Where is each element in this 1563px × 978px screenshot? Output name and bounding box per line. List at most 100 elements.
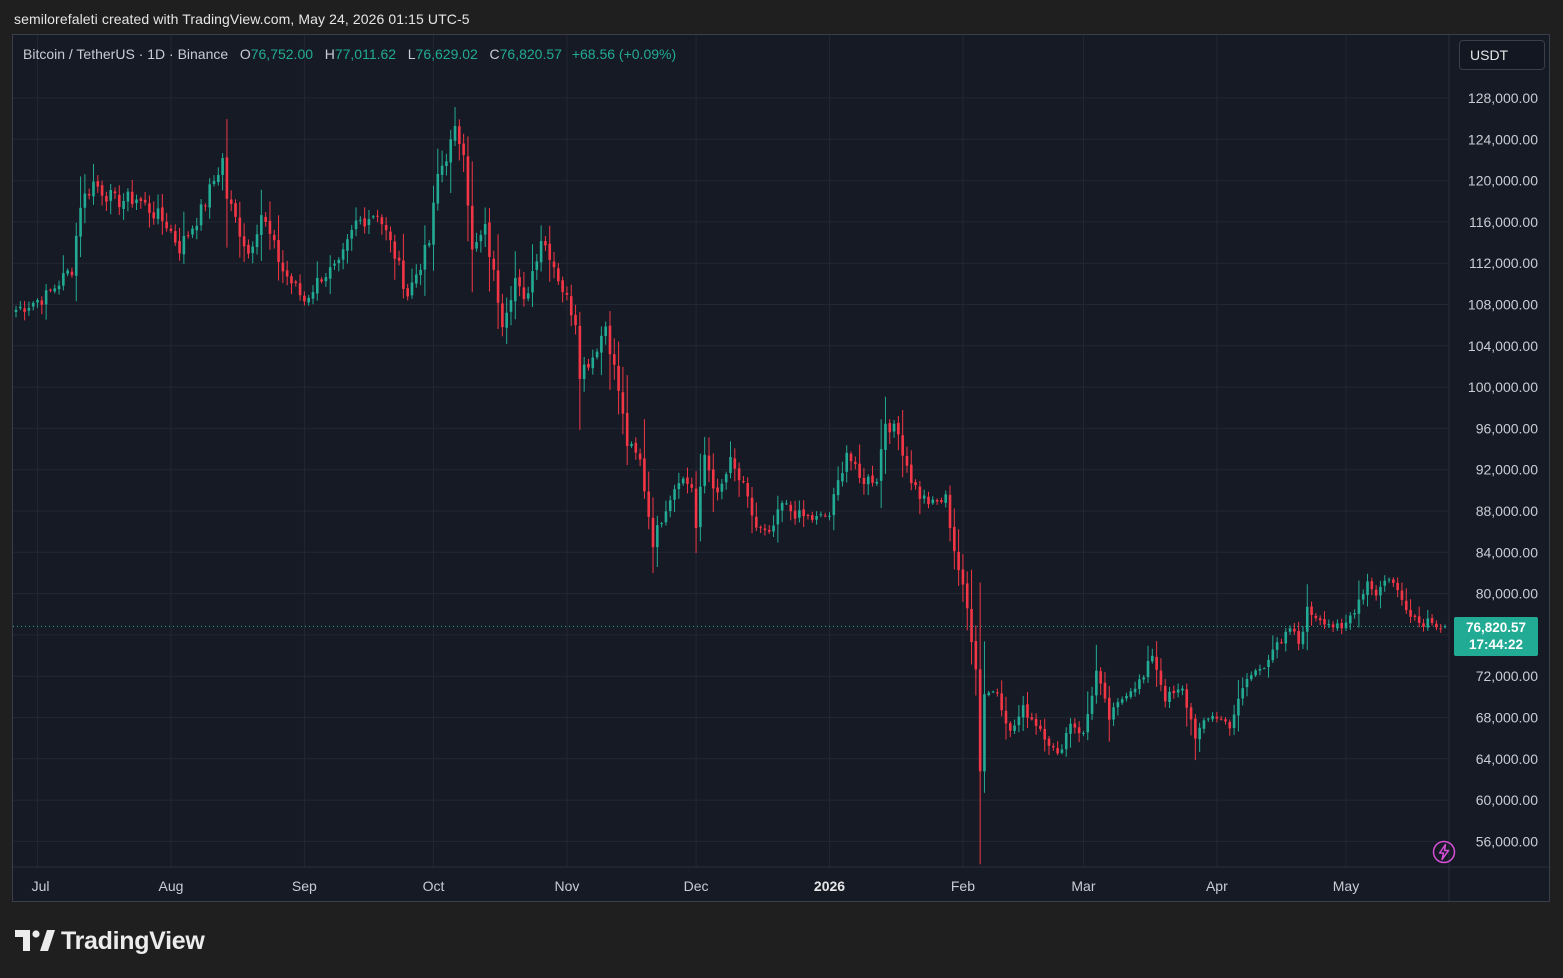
candle-down <box>238 201 242 258</box>
candle-up <box>531 244 534 308</box>
candle-down <box>1043 718 1047 752</box>
candle-body <box>681 478 685 484</box>
candle-up <box>346 234 349 264</box>
candle-body <box>660 523 663 525</box>
candle-body <box>483 224 487 235</box>
candle-up <box>1021 695 1025 731</box>
candle-body <box>1099 671 1102 684</box>
candle-body <box>1159 670 1163 685</box>
price-axis[interactable]: 56,000.00 60,000.00 64,000.00 68,000.00 72,0… <box>1468 90 1538 849</box>
candle-body <box>79 207 82 237</box>
candle-body <box>875 481 879 484</box>
candle-body <box>53 288 57 292</box>
candle-body <box>290 276 293 284</box>
candle-body <box>587 364 590 368</box>
symbol-label[interactable]: Bitcoin / TetherUS · 1D · Binance <box>23 46 229 62</box>
candle-up <box>1336 619 1339 632</box>
candle-down <box>897 415 900 451</box>
candle-up <box>1305 584 1309 651</box>
candle-down <box>961 554 965 602</box>
candle-body <box>957 551 960 571</box>
candle-down <box>178 227 181 261</box>
candle-down <box>634 437 638 460</box>
change-value: +68.56 (+0.09%) <box>571 46 677 62</box>
candle-body <box>268 220 272 234</box>
candle-down <box>1318 615 1322 626</box>
candle-up <box>1151 648 1154 664</box>
candle-up <box>449 129 453 194</box>
candle-body <box>143 199 147 203</box>
candle-body <box>1370 581 1374 590</box>
candle-body <box>1349 615 1352 624</box>
candle-down <box>70 267 74 278</box>
candle-body <box>759 527 762 529</box>
candle-down <box>888 419 892 445</box>
candle-body <box>367 219 371 226</box>
candle-body <box>1095 670 1098 696</box>
candle-body <box>1008 723 1012 731</box>
candle-up <box>1383 575 1387 592</box>
currency-selector[interactable]: USDT <box>1459 40 1545 70</box>
candle-body <box>1030 717 1034 720</box>
candle-body <box>961 569 965 585</box>
candle-body <box>315 277 319 294</box>
candle-down <box>161 193 164 235</box>
time-axis[interactable]: Jul Aug Sep Oct Nov Dec 2026 Feb Mar Apr May <box>32 878 1360 894</box>
candle-body <box>23 308 26 312</box>
candle-down <box>1413 614 1417 621</box>
chart-panel[interactable]: 56,000.00 60,000.00 64,000.00 68,000.00 72,0… <box>12 34 1550 902</box>
time-tick-label: Oct <box>423 878 445 894</box>
candlestick-chart[interactable]: 56,000.00 60,000.00 64,000.00 68,000.00 72,0… <box>13 35 1549 901</box>
time-tick-label: Nov <box>554 878 579 894</box>
candle-body <box>1387 579 1391 581</box>
price-tick-label: 124,000.00 <box>1468 131 1538 147</box>
candle-body <box>1163 685 1167 702</box>
candle-down <box>148 195 151 228</box>
candle-body <box>1112 707 1115 720</box>
candle-body <box>638 453 642 460</box>
candle-body <box>1396 582 1399 591</box>
candle-up <box>191 225 194 238</box>
candle-down <box>1107 686 1111 742</box>
candle-body <box>1237 698 1240 716</box>
candle-body <box>531 271 534 293</box>
candle-up <box>828 512 831 521</box>
candle-up <box>1129 688 1133 699</box>
candle-body <box>1198 727 1201 740</box>
candle-up <box>673 484 676 513</box>
candle-body <box>569 296 573 316</box>
candle-up <box>359 216 362 225</box>
candle-body <box>62 273 65 286</box>
candle-up <box>1090 686 1094 721</box>
candle-up <box>307 294 310 306</box>
lightning-bolt-icon[interactable] <box>1432 840 1456 864</box>
brand-footer[interactable]: TradingView <box>15 926 205 956</box>
candle-up <box>1133 681 1137 697</box>
candle-body <box>436 173 440 204</box>
candle-up <box>1443 624 1447 629</box>
candle-down <box>909 450 913 491</box>
candle-up <box>630 441 633 448</box>
candle-body <box>105 195 108 202</box>
candle-body <box>1366 581 1369 596</box>
candle-body <box>1021 705 1025 718</box>
candle-down <box>397 250 401 266</box>
candle-up <box>83 174 87 224</box>
candle-up <box>884 396 887 474</box>
candle-up <box>419 264 422 286</box>
candle-down <box>380 214 384 235</box>
candle-up <box>19 300 22 311</box>
candle-body <box>479 235 483 242</box>
candle-body <box>604 326 607 336</box>
price-tick-label: 60,000.00 <box>1476 792 1538 808</box>
candle-down <box>1340 618 1343 635</box>
candle-down <box>940 497 943 504</box>
candle-up <box>526 286 530 302</box>
candle-up <box>780 500 784 523</box>
candle-down <box>1155 641 1158 687</box>
candle-down <box>1323 611 1326 629</box>
candle-body <box>978 669 982 772</box>
candle-body <box>625 413 629 447</box>
candle-up <box>1120 696 1124 705</box>
candle-body <box>617 365 620 391</box>
